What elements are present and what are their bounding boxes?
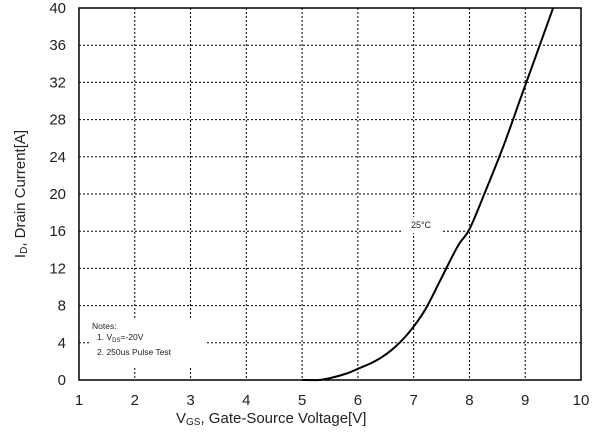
y-tick-label: 12 bbox=[49, 260, 66, 277]
y-tick-label: 40 bbox=[49, 0, 66, 17]
y-tick-label: 8 bbox=[58, 298, 66, 315]
x-tick-label: 1 bbox=[75, 392, 83, 409]
series-annotation-25c: 25°C bbox=[401, 217, 441, 233]
series-line-25c bbox=[302, 7, 555, 382]
x-tick-label: 2 bbox=[131, 392, 139, 409]
grid bbox=[79, 8, 581, 380]
x-tick-label: 6 bbox=[354, 392, 362, 409]
x-tick-label: 5 bbox=[298, 392, 306, 409]
y-tick-label: 4 bbox=[58, 335, 66, 352]
note-1: 1. VDS=-20V bbox=[97, 332, 144, 344]
y-tick-label: 24 bbox=[49, 149, 66, 166]
x-tick-label: 8 bbox=[465, 392, 473, 409]
y-tick-label: 20 bbox=[49, 186, 66, 203]
x-tick-label: 4 bbox=[242, 392, 250, 409]
notes-title: Notes: bbox=[92, 321, 117, 331]
y-tick-label: 0 bbox=[58, 372, 66, 389]
x-tick-label: 3 bbox=[186, 392, 194, 409]
plot-frame bbox=[78, 7, 582, 381]
x-tick-label: 7 bbox=[409, 392, 417, 409]
notes-box: Notes: 1. VDS=-20V 2. 250us Pulse Test bbox=[89, 319, 207, 366]
y-tick-label: 36 bbox=[49, 37, 66, 54]
x-tick-label: 9 bbox=[521, 392, 529, 409]
x-axis-label: VGS, Gate-Source Voltage[V] bbox=[176, 410, 367, 428]
x-tick-label: 10 bbox=[573, 392, 590, 409]
note-2: 2. 250us Pulse Test bbox=[97, 347, 172, 357]
y-tick-label: 16 bbox=[49, 223, 66, 240]
y-tick-label: 32 bbox=[49, 74, 66, 91]
y-tick-label: 28 bbox=[49, 112, 66, 129]
